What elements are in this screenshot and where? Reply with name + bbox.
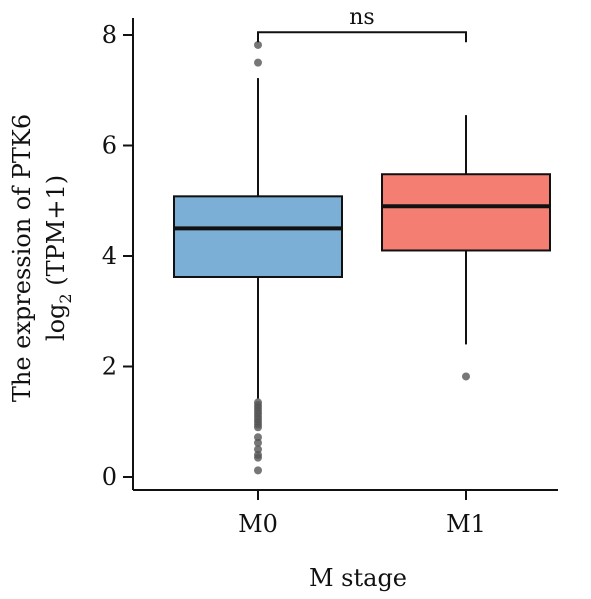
y-axis-title-subscript: 2: [56, 293, 75, 303]
y-tick-label: 0: [102, 463, 117, 491]
y-axis-title: The expression of PTK6 log2 (TPM+1): [8, 114, 75, 402]
box-m0: [173, 40, 343, 475]
y-axis-title-line1: The expression of PTK6: [8, 114, 36, 402]
y-tick-label: 2: [102, 353, 117, 381]
y-tick-label: 4: [102, 242, 117, 270]
iqr-box: [173, 195, 343, 278]
box-series: [173, 40, 551, 475]
significance-bracket: ns: [257, 5, 467, 43]
outlier-point: [254, 453, 262, 462]
y-tick-label: 8: [102, 21, 117, 49]
box-m1: [381, 115, 551, 381]
outlier-point: [254, 438, 262, 447]
y-axis: 0 2 4 6 8: [102, 18, 134, 491]
x-tick-label: M1: [446, 510, 486, 538]
y-tick-label: 6: [102, 132, 117, 160]
y-axis-title-unit: (TPM+1): [42, 175, 70, 293]
outlier-point: [462, 372, 470, 381]
y-axis-title-line2: log2 (TPM+1): [42, 175, 75, 341]
outlier-point: [254, 445, 262, 454]
x-tick-label: M0: [238, 510, 278, 538]
outlier-point: [254, 433, 262, 442]
bracket-line: [257, 31, 467, 43]
iqr-box: [381, 173, 551, 252]
outlier-point: [254, 466, 262, 475]
x-axis-title: M stage: [309, 564, 407, 592]
outlier-point: [254, 58, 262, 67]
outlier-point: [254, 423, 262, 432]
y-axis-title-log: log: [42, 304, 70, 342]
x-axis: M0 M1: [133, 489, 558, 538]
outlier-point: [254, 40, 262, 49]
significance-label: ns: [349, 5, 374, 30]
